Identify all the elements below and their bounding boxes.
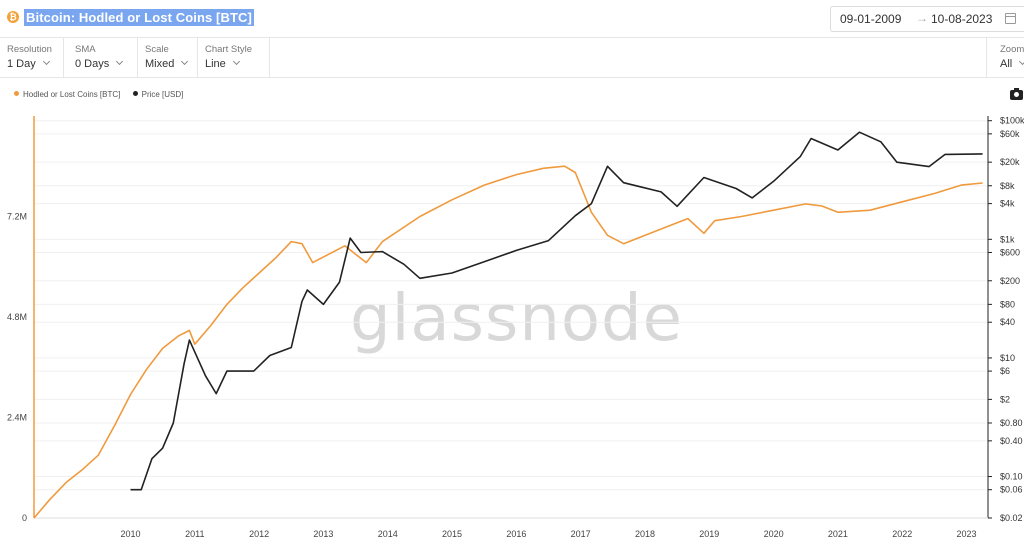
watermark: glassnode (350, 282, 684, 356)
y-right-tick-label: $0.40 (1000, 436, 1023, 446)
y-right-tick-label: $0.06 (1000, 485, 1023, 495)
y-right-tick-label: $10 (1000, 353, 1015, 363)
legend-item-hodled[interactable]: Hodled or Lost Coins [BTC] (14, 90, 120, 99)
bitcoin-icon: ₿ (7, 11, 19, 23)
arrow-right-icon: → (916, 11, 928, 25)
y-right-tick-label: $200 (1000, 276, 1020, 286)
legend-dot (132, 91, 138, 96)
chart-style-label: Chart Style (205, 44, 252, 55)
x-tick-label: 2020 (764, 529, 784, 539)
y-right-tick-label: $2 (1000, 394, 1010, 404)
resolution-value: 1 Day (7, 58, 36, 70)
series-hodled-line (33, 165, 983, 519)
y-right-tick-label: $600 (1000, 247, 1020, 257)
x-tick-label: 2021 (828, 529, 848, 539)
sma-value: 0 Days (75, 58, 110, 70)
x-tick-label: 2023 (957, 529, 977, 539)
legend-dot (14, 91, 19, 96)
chart-controls: Resolution 1 Day SMA 0 Days Scale Mixed … (0, 38, 1024, 78)
y-right-tick-label: $60k (1000, 129, 1020, 139)
y-right-tick-label: $0.02 (1000, 513, 1023, 523)
x-tick-label: 2011 (185, 529, 204, 539)
y-left-tick-label: 0 (22, 513, 27, 523)
date-range-picker[interactable]: 09-01-2009 → 10-08-2023 (830, 6, 1024, 32)
y-right-tick-label: $0.10 (1000, 472, 1023, 482)
y-left-tick-label: 7.2M (7, 212, 27, 222)
zoom-label: Zoom (1000, 44, 1024, 55)
y-right-tick-label: $8k (1000, 181, 1015, 191)
x-tick-label: 2017 (571, 529, 591, 539)
y-left-tick-label: 2.4M (7, 413, 27, 423)
resolution-dropdown[interactable]: Resolution 1 Day (0, 38, 64, 78)
chart-style-value: Line (205, 58, 226, 70)
chevron-down-icon (1019, 57, 1024, 66)
resolution-label: Resolution (7, 44, 52, 55)
y-right-tick-label: $1k (1000, 234, 1015, 244)
chart-title[interactable]: Bitcoin: Hodled or Lost Coins [BTC] (24, 9, 254, 26)
y-right-tick-label: $0.80 (1000, 418, 1023, 428)
x-tick-label: 2019 (699, 529, 719, 539)
chevron-down-icon (181, 57, 189, 66)
zoom-value: All (1000, 58, 1013, 70)
y-right-tick-label: $6 (1000, 366, 1010, 376)
chart-legend: Hodled or Lost Coins [BTC] Price [USD] (14, 90, 193, 99)
legend-item-price[interactable]: Price [USD] (132, 90, 184, 99)
header-bar: ₿ Bitcoin: Hodled or Lost Coins [BTC] 09… (0, 0, 1024, 38)
chart-style-dropdown[interactable]: Chart Style Line (198, 38, 270, 78)
x-tick-label: 2018 (635, 529, 655, 539)
scale-value: Mixed (145, 58, 175, 70)
sma-label: SMA (75, 44, 96, 55)
y-right-tick-label: $4k (1000, 199, 1015, 209)
camera-icon[interactable] (1010, 88, 1023, 100)
x-tick-label: 2015 (442, 529, 462, 539)
chart-canvas: 0 2.4M 4.8M 7.2M $100k $60k $20k $8k $4k $1k $600 $… (7, 116, 1024, 539)
scale-label: Scale (145, 44, 169, 55)
date-to[interactable]: 10-08-2023 (931, 12, 993, 26)
y-left-tick-label: 4.8M (7, 312, 27, 322)
x-tick-label: 2022 (892, 529, 912, 539)
y-right-tick-label: $80 (1000, 299, 1015, 309)
date-from[interactable]: 09-01-2009 (840, 12, 902, 26)
y-right-tick-label: $100k (1000, 116, 1024, 126)
sma-dropdown[interactable]: SMA 0 Days (68, 38, 138, 78)
x-tick-label: 2014 (378, 529, 398, 539)
y-right-tick-label: $20k (1000, 157, 1020, 167)
zoom-dropdown[interactable]: Zoom All (986, 38, 1024, 78)
x-tick-label: 2012 (249, 529, 269, 539)
y-right-tick-label: $40 (1000, 317, 1015, 327)
chevron-down-icon (232, 57, 240, 66)
chevron-down-icon (42, 57, 50, 66)
scale-dropdown[interactable]: Scale Mixed (138, 38, 198, 78)
x-tick-label: 2010 (120, 529, 140, 539)
x-tick-label: 2013 (313, 529, 333, 539)
series-price-line (130, 131, 983, 491)
x-tick-label: 2016 (506, 529, 526, 539)
legend-label: Hodled or Lost Coins [BTC] (23, 90, 121, 99)
chevron-down-icon (116, 57, 124, 66)
legend-label: Price [USD] (141, 90, 184, 99)
calendar-icon[interactable] (1005, 13, 1016, 24)
